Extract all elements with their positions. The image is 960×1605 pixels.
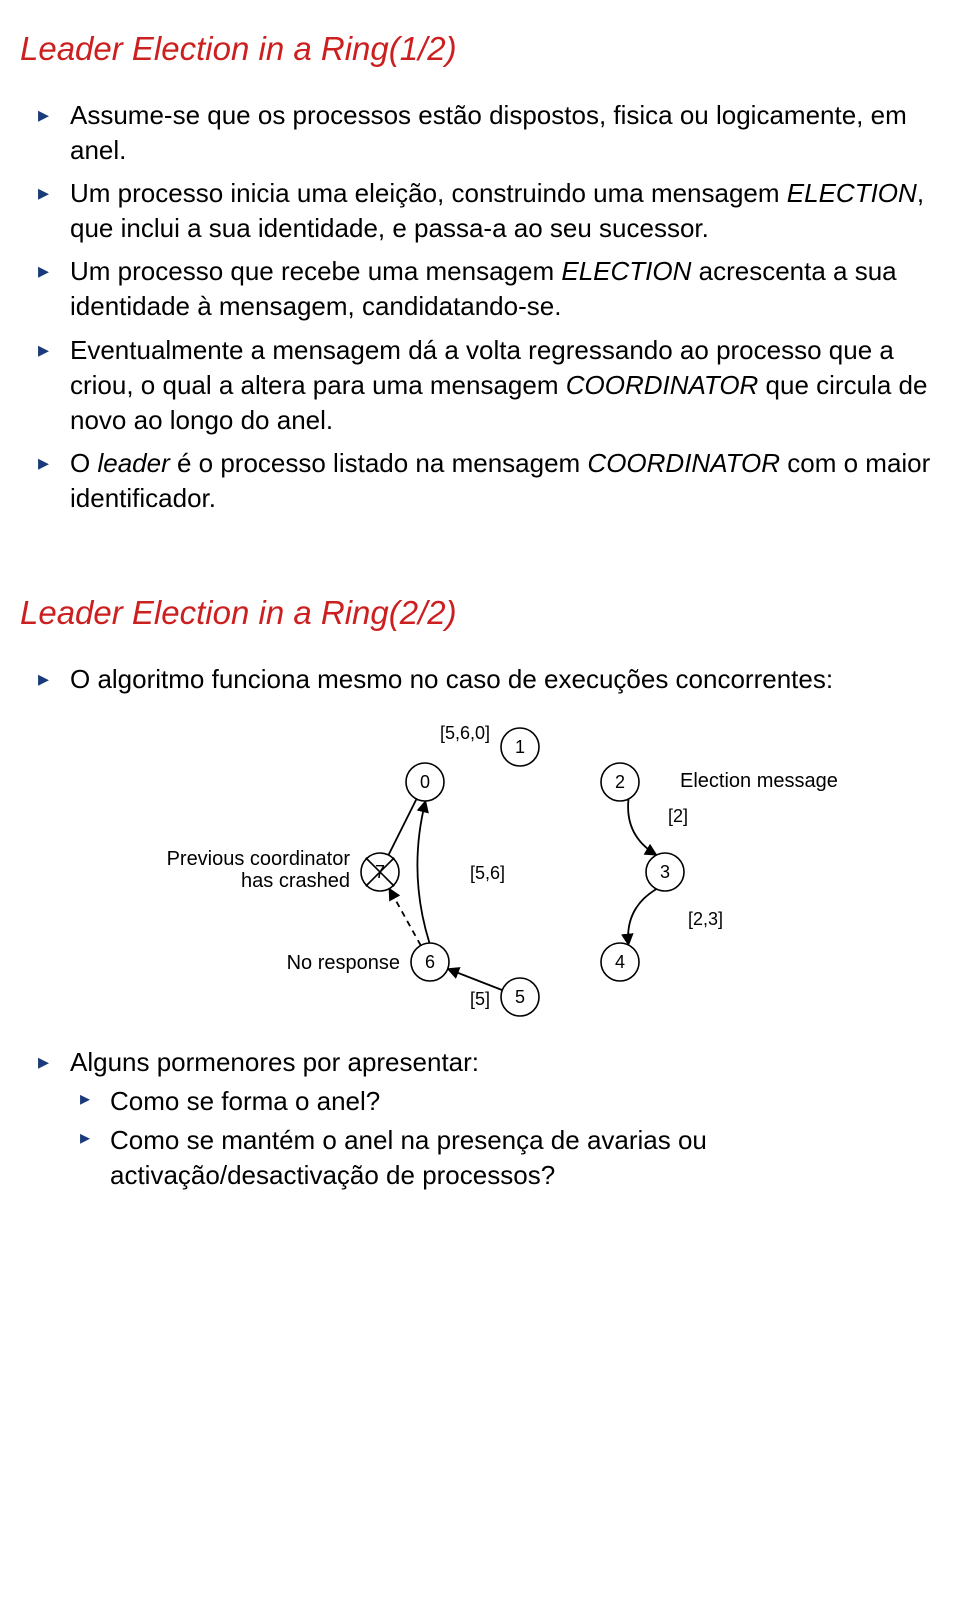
slide1-bullets: Assume-se que os processos estão dispost… [20,98,940,516]
ring-edge [448,969,503,990]
slide2-title: Leader Election in a Ring(2/2) [20,594,940,632]
slide-1: Leader Election in a Ring(1/2) Assume-se… [0,0,960,564]
ring-side-label: Previous coordinatorhas crashed [167,848,351,892]
bullet-item: Eventualmente a mensagem dá a volta regr… [70,333,940,438]
ring-diagram-wrap: 0 1 2 3 4 5 6 7 [5,6,0] [2] [5,6] [2,3] [5] Election … [20,707,940,1027]
bullet-text: Alguns pormenores por apresentar: [70,1047,479,1077]
ring-message-label: [5] [470,989,490,1009]
sub-bullet-item: Como se forma o anel? [110,1084,940,1119]
ring-node: 2 [601,763,639,801]
sub-bullet-item: Como se mantém o anel na presença de ava… [110,1123,940,1193]
ring-diagram: 0 1 2 3 4 5 6 7 [5,6,0] [2] [5,6] [2,3] [5] Election … [120,707,840,1027]
bullet-item: Alguns pormenores por apresentar: Como s… [70,1045,940,1193]
ring-node: 7 [361,853,399,891]
ring-side-label: No response [287,952,400,974]
bullet-item: O algoritmo funciona mesmo no caso de ex… [70,662,940,697]
svg-text:1: 1 [515,737,525,757]
ring-edge [628,889,656,945]
slide1-title: Leader Election in a Ring(1/2) [20,30,940,68]
ring-node: 3 [646,853,684,891]
ring-edge [628,799,656,855]
svg-text:5: 5 [515,987,525,1007]
ring-message-label: [5,6,0] [440,723,490,743]
title-text: Leader Election in a Ring(1/2) [20,30,457,67]
slide2-bullets-bottom: Alguns pormenores por apresentar: Como s… [20,1045,940,1193]
bullet-text: O algoritmo funciona mesmo no caso de ex… [70,664,833,694]
ring-side-label: Election message [680,770,838,792]
ring-node: 1 [501,728,539,766]
slide-2: Leader Election in a Ring(2/2) O algorit… [0,564,960,1241]
slide2-bullets-top: O algoritmo funciona mesmo no caso de ex… [20,662,940,697]
svg-text:6: 6 [425,952,435,972]
svg-text:0: 0 [420,772,430,792]
title-text: Leader Election in a Ring(2/2) [20,594,457,631]
ring-message-label: [2,3] [688,909,723,929]
svg-text:3: 3 [660,862,670,882]
slide2-subbullets: Como se forma o anel? Como se mantém o an… [70,1084,940,1193]
ring-edge [388,799,416,855]
ring-message-label: [5,6] [470,863,505,883]
bullet-item: Um processo inicia uma eleição, construi… [70,176,940,246]
ring-node: 4 [601,943,639,981]
svg-text:2: 2 [615,772,625,792]
ring-node: 6 [411,943,449,981]
bullet-item: Um processo que recebe uma mensagem ELEC… [70,254,940,324]
ring-node: 0 [406,763,444,801]
ring-edge [417,801,429,943]
ring-edge [389,889,421,946]
bullet-item: O leader é o processo listado na mensage… [70,446,940,516]
ring-node: 5 [501,978,539,1016]
bullet-item: Assume-se que os processos estão dispost… [70,98,940,168]
ring-message-label: [2] [668,806,688,826]
svg-text:4: 4 [615,952,625,972]
